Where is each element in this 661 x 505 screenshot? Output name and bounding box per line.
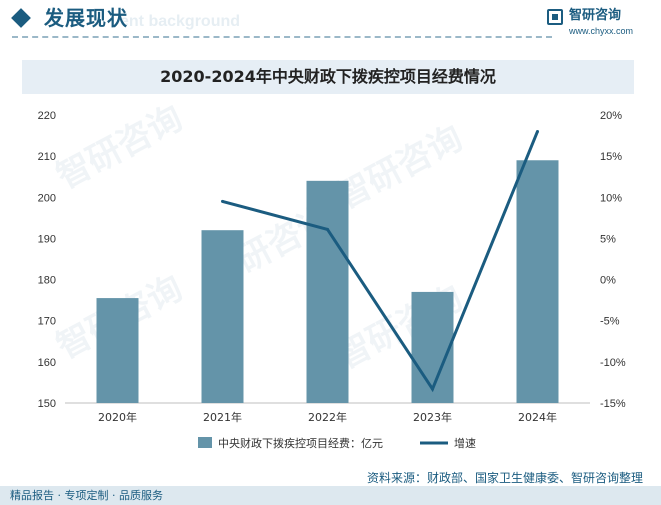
x-tick-label: 2021年	[203, 410, 242, 424]
chart-title-band: 2020-2024年中央财政下拨疾控项目经费情况	[22, 60, 634, 94]
growth-line	[222, 130, 539, 393]
footer-slogan: 精品报告 · 专项定制 · 品质服务	[10, 489, 163, 502]
y-right-tick-label: 20%	[600, 110, 622, 122]
bar	[411, 291, 454, 403]
y-left-tick-label: 190	[38, 233, 56, 245]
growth-point	[221, 199, 224, 203]
brand-name: 智研咨询	[569, 8, 622, 23]
brand-url: www.chyxx.com	[569, 26, 634, 36]
source-note: 资料来源：财政部、国家卫生健康委、智研咨询整理	[366, 471, 643, 485]
growth-point	[536, 129, 539, 133]
y-left-tick-label: 180	[38, 275, 56, 287]
x-tick-label: 2023年	[413, 410, 452, 424]
y-right-tick-label: 0%	[600, 275, 616, 287]
x-tick-label: 2024年	[518, 410, 557, 424]
header-divider	[12, 36, 552, 38]
y-right-tick-label: -5%	[600, 316, 620, 328]
brand-mark-icon	[547, 9, 563, 25]
bar	[516, 160, 559, 403]
legend-line-label: 增速	[454, 436, 476, 450]
section-header: ent background 发展现状 智研咨询 www.chyxx.com	[0, 0, 661, 40]
section-title: 发展现状	[44, 6, 128, 30]
y-left-tick-label: 150	[38, 398, 56, 410]
y-right-tick-label: -15%	[600, 398, 626, 410]
y-left-tick-label: 170	[38, 316, 56, 328]
chart-title: 2020-2024年中央财政下拨疾控项目经费情况	[160, 67, 496, 86]
bar	[96, 298, 139, 403]
y-right-tick-label: -10%	[600, 357, 626, 369]
y-left-tick-label: 200	[38, 192, 56, 204]
brand-logo: 智研咨询 www.chyxx.com	[547, 6, 647, 40]
y-right-tick-label: 10%	[600, 192, 622, 204]
y-right-tick-label: 15%	[600, 151, 622, 163]
growth-point	[431, 387, 434, 391]
x-tick-label: 2020年	[98, 410, 137, 424]
growth-point	[326, 227, 329, 231]
y-right-tick-label: 5%	[600, 233, 616, 245]
bar	[201, 230, 244, 403]
legend-bar-swatch	[198, 437, 212, 448]
y-left-tick-label: 210	[38, 151, 56, 163]
bar	[306, 180, 349, 403]
footer-bar: 精品报告 · 专项定制 · 品质服务	[0, 486, 661, 505]
legend-bar-label: 中央财政下拨疾控项目经费：亿元	[218, 436, 383, 450]
header-ghost-text: ent background	[120, 13, 241, 30]
y-left-tick-label: 160	[38, 357, 56, 369]
y-left-tick-label: 220	[38, 110, 56, 122]
x-tick-label: 2022年	[308, 410, 347, 424]
